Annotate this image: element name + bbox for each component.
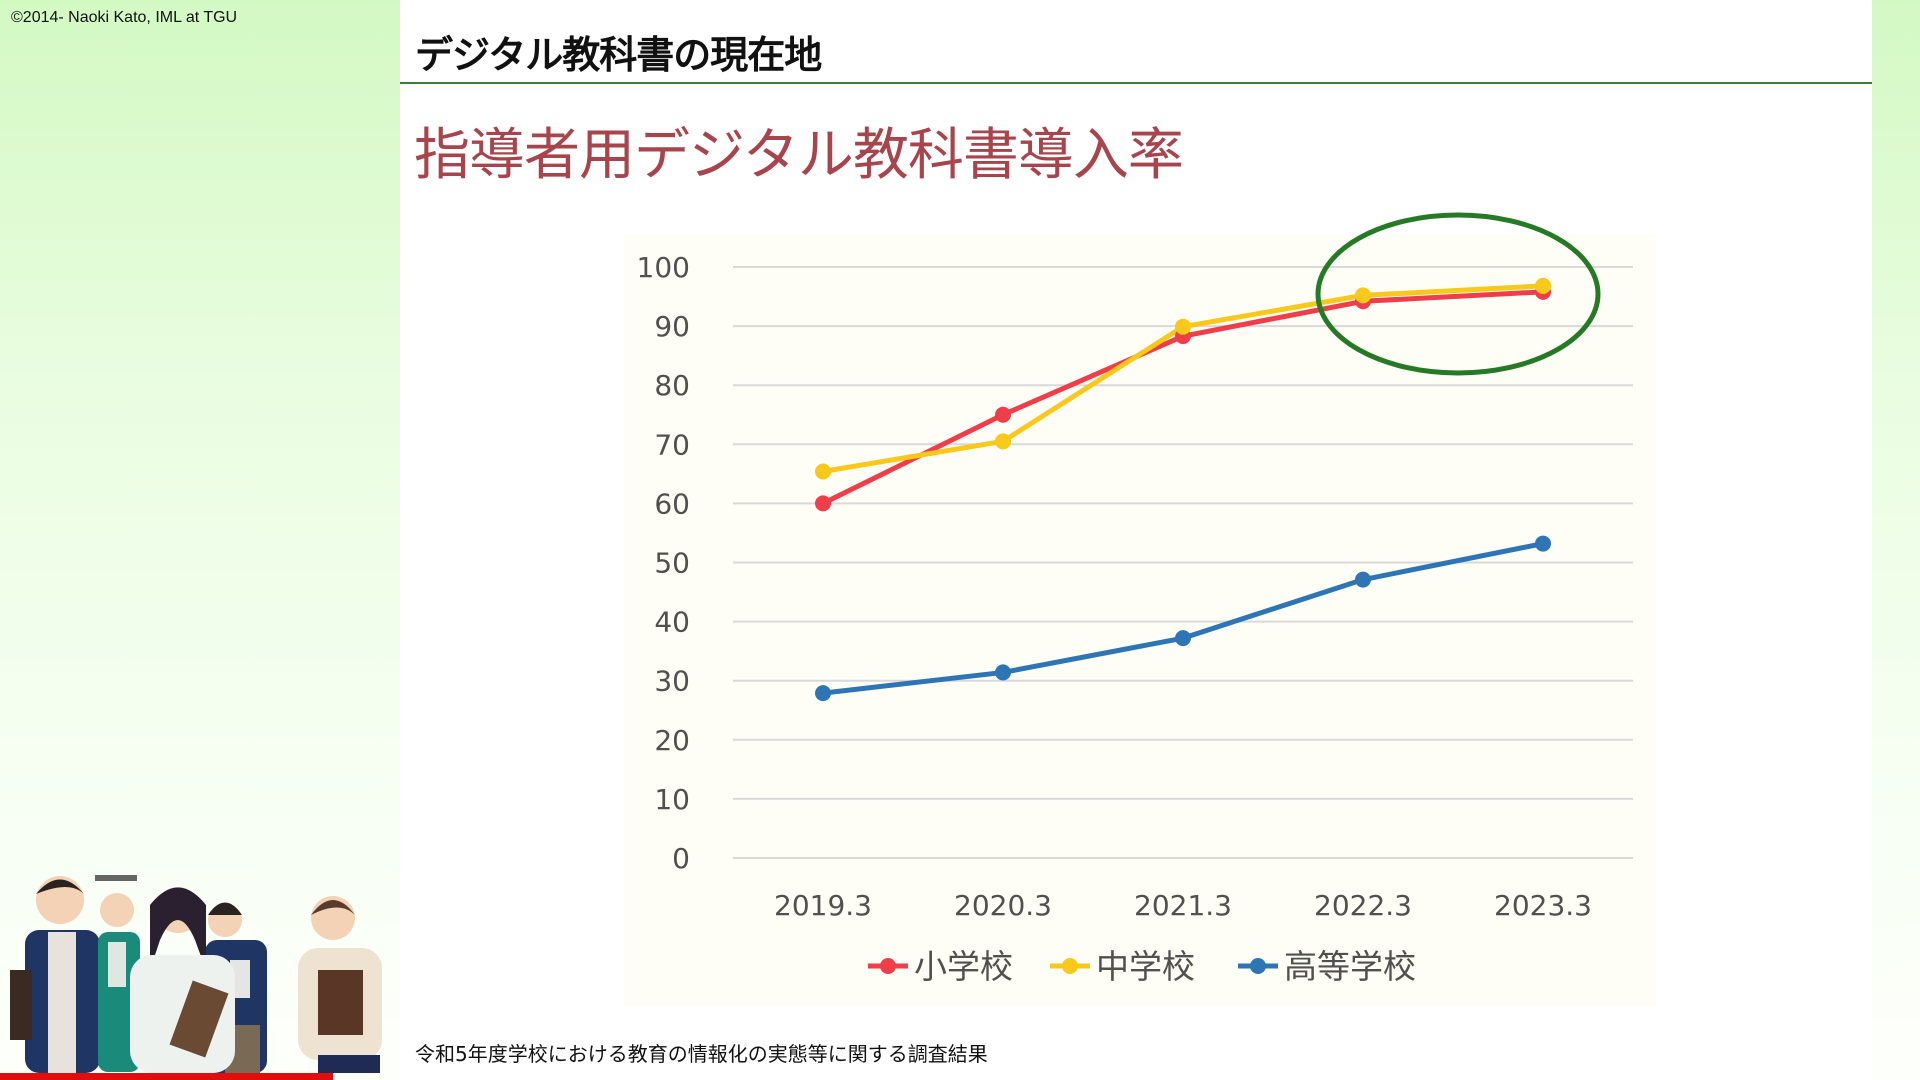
y-tick-label: 0	[672, 842, 690, 875]
data-point	[1355, 287, 1371, 304]
y-tick-label: 50	[654, 547, 690, 580]
x-tick-label: 2022.3	[1314, 889, 1412, 922]
y-tick-label: 90	[654, 310, 690, 343]
data-point	[1535, 535, 1551, 552]
student-figure	[95, 875, 140, 1072]
x-tick-label: 2020.3	[954, 889, 1052, 922]
data-point	[1535, 277, 1551, 294]
y-tick-label: 80	[654, 369, 690, 402]
y-tick-label: 60	[654, 487, 690, 520]
legend-marker-icon	[1062, 958, 1078, 974]
data-point	[815, 685, 831, 702]
grid-lines	[733, 266, 1633, 859]
data-point	[815, 463, 831, 480]
x-tick-label: 2021.3	[1134, 889, 1232, 922]
data-point	[995, 664, 1011, 681]
series-line-2	[822, 541, 1544, 696]
student-figure	[298, 896, 382, 1073]
y-tick-label: 30	[654, 665, 690, 698]
y-tick-label: 20	[654, 724, 690, 757]
legend-label: 小学校	[914, 947, 1013, 986]
data-point	[995, 406, 1011, 423]
y-tick-label: 40	[654, 606, 690, 639]
data-point	[995, 433, 1011, 450]
progress-accent-bar	[0, 1073, 333, 1080]
data-point	[815, 495, 831, 512]
slide-title: 指導者用デジタル教科書導入率	[414, 123, 1184, 188]
legend-label: 中学校	[1096, 947, 1195, 986]
chart-legend: 小学校 中学校 高等学校	[868, 947, 1416, 986]
series-points	[815, 277, 1551, 702]
header-divider	[400, 82, 1872, 84]
data-point	[1175, 318, 1191, 335]
highlight-ellipse	[1315, 212, 1601, 376]
y-tick-label: 70	[654, 428, 690, 461]
students-illustration	[10, 875, 382, 1073]
data-point	[1355, 571, 1371, 588]
y-axis-ticks: 0 10 20 30 40 50 60 70 80 90 100	[637, 251, 690, 875]
legend-marker-icon	[880, 958, 896, 974]
legend-label: 高等学校	[1284, 947, 1416, 986]
x-axis-ticks: 2019.3 2020.3 2021.3 2022.3 2023.3	[774, 889, 1592, 922]
data-point	[1175, 630, 1191, 647]
x-tick-label: 2023.3	[1494, 889, 1592, 922]
student-figure	[130, 887, 235, 1073]
legend-marker-icon	[1250, 958, 1266, 974]
header-title: デジタル教科書の現在地	[415, 33, 822, 77]
x-tick-label: 2019.3	[774, 889, 872, 922]
copyright-notice: ©2014- Naoki Kato, IML at TGU	[11, 9, 238, 26]
y-tick-label: 10	[654, 783, 690, 816]
y-tick-label: 100	[637, 251, 690, 284]
student-figure	[10, 876, 100, 1073]
source-caption: 令和5年度学校における教育の情報化の実態等に関する調査結果	[415, 1042, 988, 1066]
